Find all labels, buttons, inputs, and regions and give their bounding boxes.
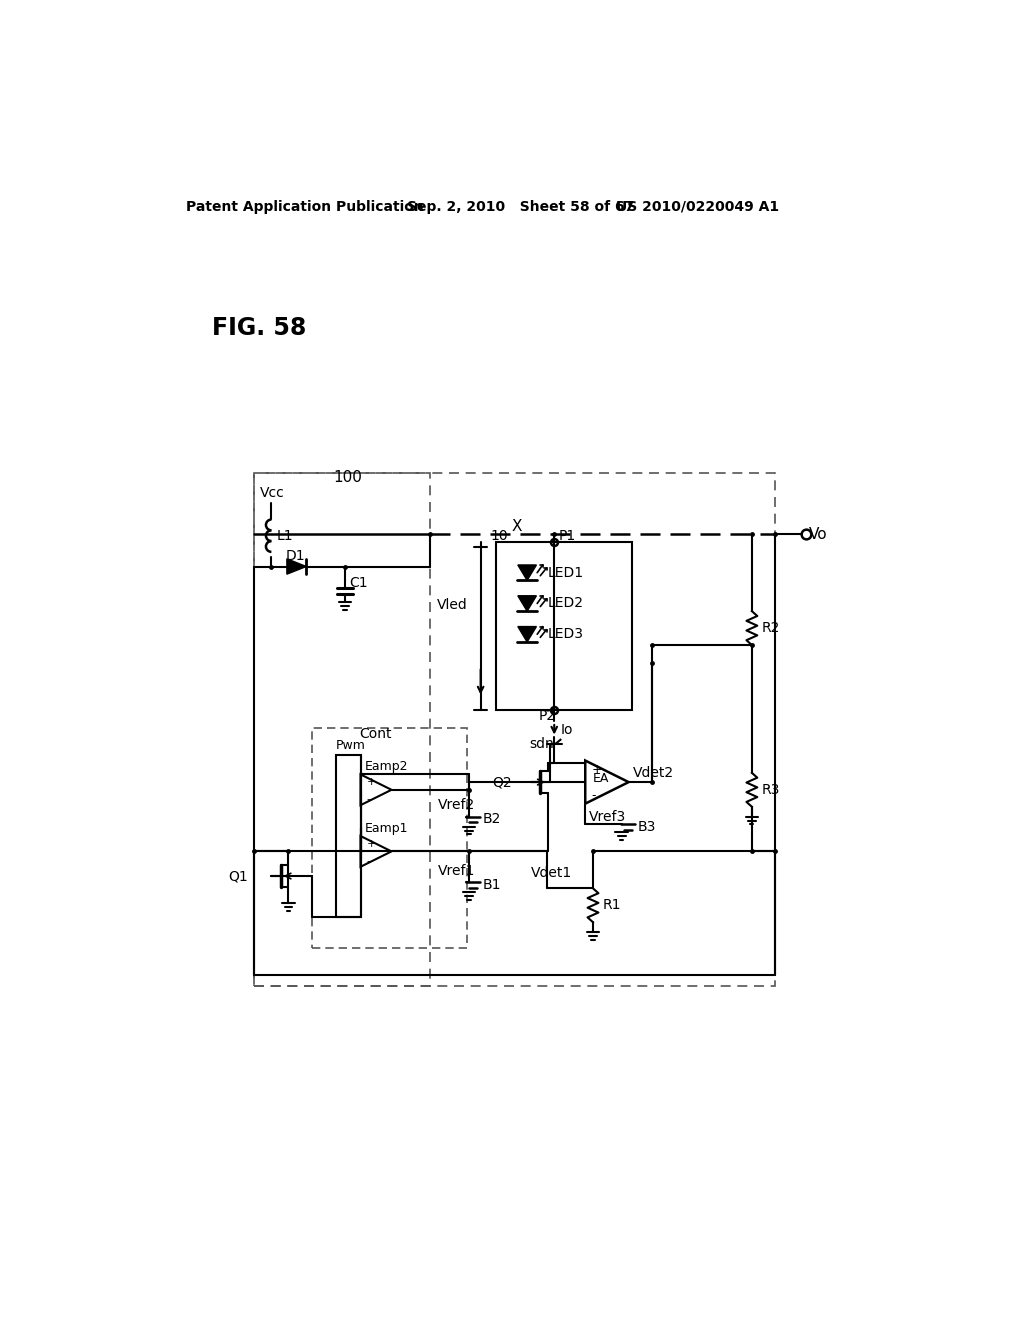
Text: Vcc: Vcc	[260, 486, 285, 500]
Text: Vdet2: Vdet2	[633, 766, 674, 780]
Bar	[336, 755, 360, 917]
Bar	[496, 541, 632, 710]
Text: sdn: sdn	[529, 737, 554, 751]
Bar	[312, 729, 467, 948]
Polygon shape	[518, 595, 537, 611]
Text: Io: Io	[560, 723, 573, 737]
Text: Pwm: Pwm	[336, 739, 366, 751]
Polygon shape	[518, 565, 537, 581]
Text: Vref3: Vref3	[589, 809, 627, 824]
Polygon shape	[518, 627, 537, 642]
Text: D1: D1	[286, 549, 305, 562]
Text: FIG. 58: FIG. 58	[212, 315, 306, 339]
Text: Cont: Cont	[359, 727, 391, 742]
Text: Q1: Q1	[228, 869, 248, 883]
Text: +: +	[367, 777, 376, 787]
Text: LED2: LED2	[548, 597, 584, 610]
Text: R3: R3	[761, 783, 779, 797]
Text: P2: P2	[539, 709, 556, 723]
Text: 100: 100	[334, 470, 362, 486]
Text: Vdet1: Vdet1	[531, 866, 572, 880]
Bar	[254, 473, 430, 986]
Text: Patent Application Publication: Patent Application Publication	[186, 199, 424, 214]
Text: R1: R1	[602, 899, 621, 912]
Text: 10: 10	[490, 529, 508, 543]
Text: LED1: LED1	[548, 566, 584, 579]
Text: R2: R2	[761, 622, 779, 635]
Text: B3: B3	[637, 820, 655, 834]
Text: Eamp2: Eamp2	[365, 760, 408, 774]
Text: -: -	[592, 789, 596, 803]
Text: Sep. 2, 2010   Sheet 58 of 67: Sep. 2, 2010 Sheet 58 of 67	[407, 199, 634, 214]
Text: C1: C1	[349, 577, 368, 590]
Polygon shape	[287, 558, 306, 574]
Text: Vref2: Vref2	[438, 799, 475, 812]
Text: +: +	[367, 838, 376, 849]
Text: X: X	[512, 519, 522, 535]
Text: B1: B1	[482, 878, 501, 891]
Text: P1: P1	[558, 529, 575, 543]
Text: +: +	[592, 763, 602, 776]
Text: US 2010/0220049 A1: US 2010/0220049 A1	[616, 199, 779, 214]
Text: Vref1: Vref1	[438, 863, 475, 878]
Text: Eamp1: Eamp1	[365, 822, 408, 834]
Text: EA: EA	[593, 772, 609, 785]
Text: Vled: Vled	[436, 598, 467, 612]
Text: B2: B2	[482, 812, 501, 826]
Text: Vo: Vo	[809, 527, 827, 541]
Text: Q2: Q2	[492, 775, 512, 789]
Text: L1: L1	[276, 529, 294, 543]
Text: -: -	[367, 795, 371, 804]
Text: -: -	[367, 855, 371, 866]
Bar	[254, 473, 775, 986]
Text: LED3: LED3	[548, 627, 584, 642]
